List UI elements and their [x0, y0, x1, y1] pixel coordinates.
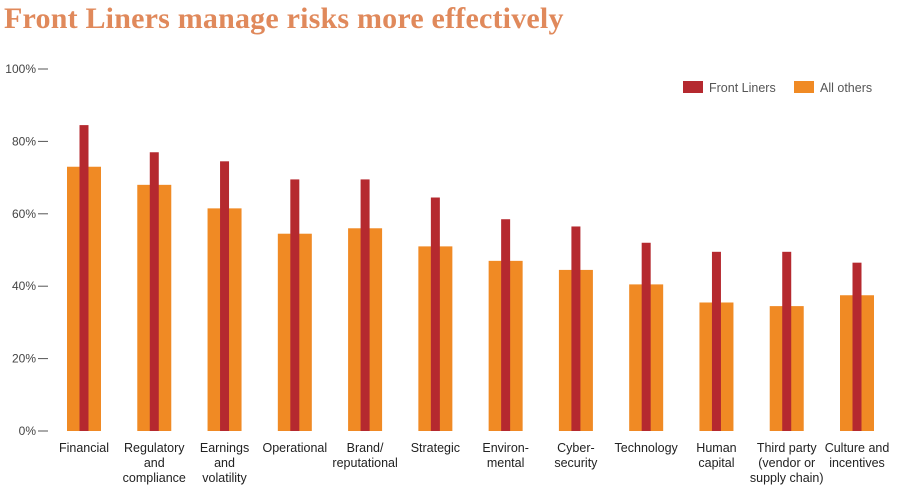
bar-front-liners: [641, 242, 651, 431]
y-tick-label: 40%: [12, 279, 36, 293]
y-tick-label: 60%: [12, 207, 36, 221]
legend-label: All others: [820, 81, 872, 95]
legend-swatch: [683, 81, 703, 93]
category-label: Technology: [615, 441, 679, 455]
chart-title: Front Liners manage risks more effective…: [4, 2, 564, 35]
category-label: Operational: [263, 441, 328, 455]
bar-front-liners: [220, 161, 230, 431]
category-label: Culture and incentives: [825, 441, 890, 470]
bar-front-liners: [79, 125, 89, 432]
legend-item-front-liners: Front Liners: [683, 81, 776, 95]
legend-item-all-others: All others: [794, 81, 872, 95]
category-label: Earnings and volatility: [200, 441, 249, 485]
bar-front-liners: [782, 251, 792, 431]
category-label: Environ-mental: [482, 441, 529, 470]
legend-label: Front Liners: [709, 81, 776, 95]
bar-front-liners: [711, 251, 721, 431]
x-axis-labels: Financial Regulatory and compliance Earnings…: [59, 441, 889, 485]
category-label: Cyber-security: [554, 441, 598, 470]
category-label: Human capital: [696, 441, 736, 470]
category-label: Regulatory and compliance: [123, 441, 186, 485]
bar-front-liners: [430, 197, 440, 431]
bar-front-liners: [290, 179, 300, 431]
bar-front-liners: [501, 219, 511, 431]
category-label: Third party (vendor or supply chain): [750, 441, 824, 485]
legend: Front Liners All others: [683, 81, 872, 95]
category-label: Strategic: [411, 441, 460, 455]
legend-swatch: [794, 81, 814, 93]
bar-front-liners: [852, 262, 862, 431]
y-tick-label: 100%: [5, 62, 36, 76]
category-label: Brand/reputational: [332, 441, 397, 470]
bar-front-liners: [149, 152, 159, 431]
bar-front-liners: [360, 179, 370, 431]
y-axis: 0% 20% 40% 60% 80% 100%: [5, 62, 48, 438]
bar-front-liners: [571, 226, 581, 431]
bars: [67, 125, 874, 432]
category-label: Financial: [59, 441, 109, 455]
y-tick-label: 0%: [19, 424, 37, 438]
y-tick-label: 20%: [12, 352, 36, 366]
y-tick-label: 80%: [12, 134, 36, 148]
